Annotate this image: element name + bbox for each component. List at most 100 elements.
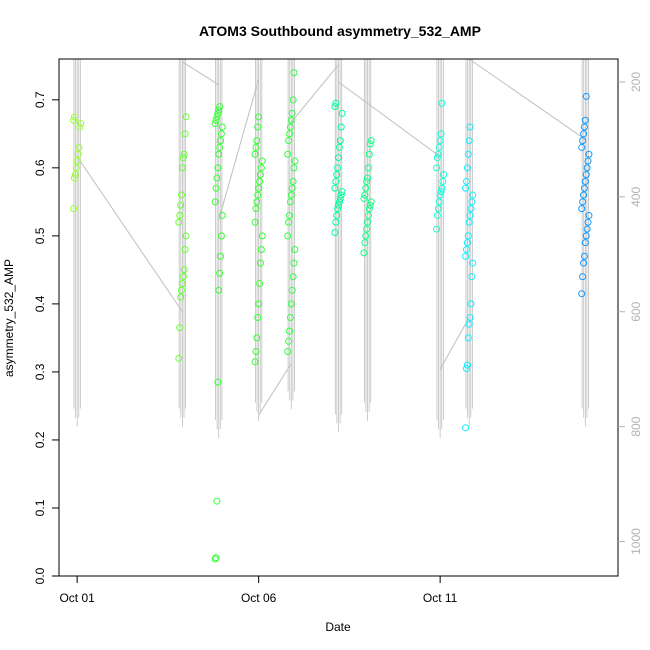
data-point xyxy=(70,116,78,124)
data-point xyxy=(256,171,264,179)
data-point xyxy=(176,324,184,332)
data-point xyxy=(178,279,186,287)
connector-line xyxy=(439,317,470,370)
data-point xyxy=(252,348,260,356)
data-point xyxy=(253,137,261,145)
data-point xyxy=(71,171,79,179)
data-point xyxy=(288,184,296,192)
data-point xyxy=(435,143,443,151)
data-point xyxy=(580,130,588,138)
data-point xyxy=(175,354,183,362)
data-point xyxy=(361,239,369,247)
data-point xyxy=(258,157,266,165)
data-point xyxy=(211,198,219,206)
data-point xyxy=(215,106,223,114)
data-point xyxy=(215,150,223,158)
data-point xyxy=(289,96,297,104)
data-point xyxy=(253,334,261,342)
data-point xyxy=(217,232,225,240)
data-point xyxy=(331,184,339,192)
data-point xyxy=(214,164,222,172)
data-point xyxy=(288,109,296,117)
data-point xyxy=(256,177,264,185)
data-point xyxy=(582,171,590,179)
data-point xyxy=(465,137,473,145)
data-point xyxy=(176,211,184,219)
y2-tick-label: 600 xyxy=(629,301,643,321)
data-point xyxy=(211,555,219,563)
data-point xyxy=(213,113,221,121)
data-point xyxy=(217,137,225,145)
data-point xyxy=(291,245,299,253)
data-point xyxy=(466,211,474,219)
data-point xyxy=(285,218,293,226)
data-point xyxy=(580,259,588,267)
data-point xyxy=(335,154,342,162)
y-tick-label: 0.1 xyxy=(33,499,47,516)
data-point xyxy=(333,171,341,179)
data-point xyxy=(365,205,373,213)
data-point xyxy=(464,334,472,342)
data-point xyxy=(70,113,78,121)
data-point xyxy=(181,245,189,253)
data-point xyxy=(334,164,342,172)
data-point xyxy=(585,150,593,158)
x-tick-label: Oct 11 xyxy=(423,591,458,605)
data-point xyxy=(217,130,225,138)
data-point xyxy=(364,164,372,172)
data-point xyxy=(463,239,471,247)
data-point xyxy=(284,150,292,158)
data-point xyxy=(180,266,188,274)
data-point xyxy=(332,99,340,107)
data-point xyxy=(462,365,470,373)
data-point xyxy=(579,137,587,145)
data-point xyxy=(462,177,470,185)
data-point xyxy=(256,279,264,287)
data-point xyxy=(580,191,588,199)
data-point xyxy=(433,225,441,233)
data-point xyxy=(462,184,470,192)
connector-line xyxy=(290,64,339,123)
data-point xyxy=(463,361,471,369)
data-point xyxy=(254,123,262,131)
data-point xyxy=(462,424,470,432)
data-point xyxy=(213,497,221,505)
data-point xyxy=(180,150,188,158)
data-point xyxy=(439,177,447,185)
data-point xyxy=(254,191,262,199)
data-point xyxy=(337,191,345,199)
data-point xyxy=(77,120,85,128)
data-point xyxy=(367,137,375,145)
data-point xyxy=(465,218,473,226)
data-point xyxy=(331,103,339,111)
data-point xyxy=(336,194,344,202)
data-point xyxy=(215,286,223,294)
data-point xyxy=(257,245,265,253)
data-point xyxy=(436,137,444,145)
data-point xyxy=(578,205,586,213)
data-point xyxy=(436,191,444,199)
data-point xyxy=(466,123,474,131)
data-point xyxy=(254,314,262,321)
data-point xyxy=(253,198,261,206)
data-point xyxy=(284,232,292,240)
data-point xyxy=(338,109,346,117)
data-point xyxy=(216,103,224,111)
data-point xyxy=(367,198,375,206)
data-point xyxy=(175,218,183,226)
data-point xyxy=(578,290,586,298)
data-point xyxy=(257,164,265,172)
y-tick-label: 0.0 xyxy=(33,567,47,584)
chart-title: ATOM3 Southbound asymmetry_532_AMP xyxy=(199,23,481,39)
profile-lines xyxy=(73,59,589,439)
data-point xyxy=(216,143,224,151)
data-point xyxy=(440,171,448,179)
data-point xyxy=(179,273,187,281)
data-point xyxy=(217,252,225,260)
data-point xyxy=(76,123,84,131)
data-point xyxy=(362,184,370,192)
data-point xyxy=(585,211,593,219)
data-point xyxy=(179,154,187,162)
data-point xyxy=(251,218,259,226)
data-point xyxy=(579,198,587,206)
